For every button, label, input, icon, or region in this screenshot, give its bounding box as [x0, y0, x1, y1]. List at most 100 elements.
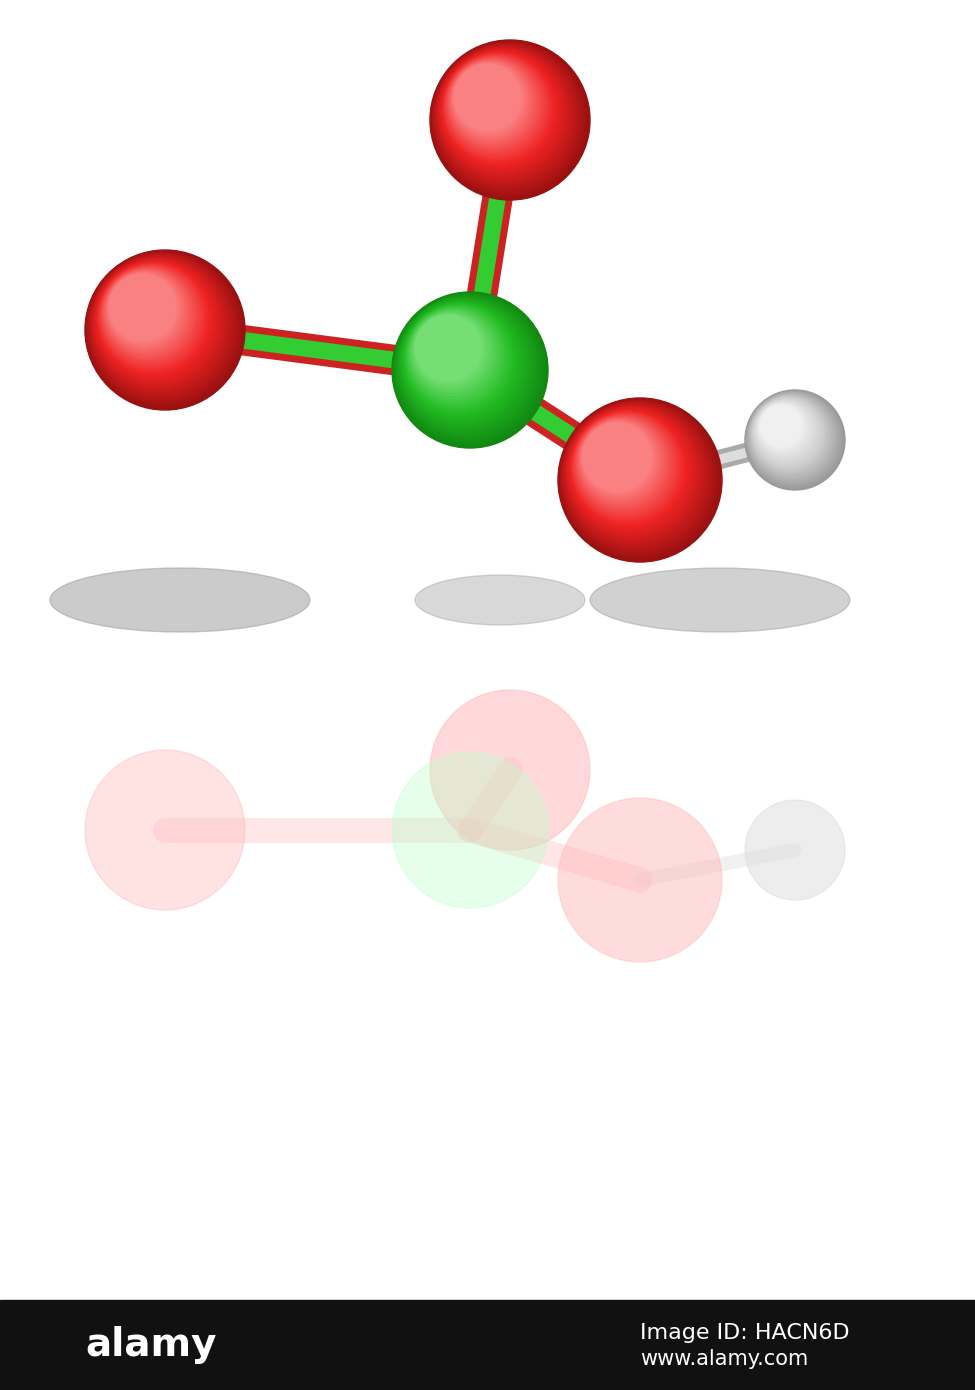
Ellipse shape [453, 63, 525, 135]
Ellipse shape [436, 46, 572, 182]
Ellipse shape [432, 42, 584, 195]
Ellipse shape [756, 402, 813, 459]
Ellipse shape [96, 260, 215, 379]
Ellipse shape [752, 398, 825, 470]
Ellipse shape [590, 569, 850, 632]
Ellipse shape [99, 264, 203, 368]
Ellipse shape [100, 265, 200, 366]
Ellipse shape [748, 392, 838, 482]
Ellipse shape [579, 420, 661, 500]
Ellipse shape [570, 411, 685, 525]
Ellipse shape [577, 417, 667, 507]
Ellipse shape [411, 311, 492, 392]
Ellipse shape [583, 423, 651, 492]
Ellipse shape [759, 403, 805, 450]
Ellipse shape [562, 402, 713, 553]
Ellipse shape [755, 400, 817, 461]
Ellipse shape [85, 250, 245, 410]
Ellipse shape [575, 416, 673, 513]
Ellipse shape [106, 271, 185, 350]
Ellipse shape [444, 54, 551, 161]
Ellipse shape [408, 307, 504, 404]
Ellipse shape [564, 403, 707, 546]
Ellipse shape [573, 413, 679, 518]
Ellipse shape [758, 402, 809, 455]
Ellipse shape [760, 404, 802, 448]
Ellipse shape [93, 257, 224, 389]
Ellipse shape [561, 400, 716, 556]
Ellipse shape [576, 416, 670, 510]
Ellipse shape [109, 274, 176, 341]
Ellipse shape [746, 391, 843, 488]
Ellipse shape [98, 263, 209, 374]
Ellipse shape [442, 51, 557, 167]
Ellipse shape [758, 403, 807, 453]
Ellipse shape [394, 295, 542, 442]
Ellipse shape [449, 60, 533, 143]
Text: alamy: alamy [85, 1326, 216, 1364]
Ellipse shape [415, 575, 585, 626]
Ellipse shape [754, 399, 819, 464]
Ellipse shape [88, 253, 236, 402]
Ellipse shape [438, 47, 569, 179]
Ellipse shape [392, 292, 548, 448]
Ellipse shape [751, 396, 828, 473]
Ellipse shape [756, 400, 815, 460]
Bar [0, 1300, 975, 1390]
Ellipse shape [105, 270, 188, 353]
Ellipse shape [454, 64, 522, 131]
Ellipse shape [86, 252, 242, 407]
Ellipse shape [412, 313, 489, 389]
Ellipse shape [445, 54, 548, 158]
Text: www.alamy.com: www.alamy.com [640, 1350, 808, 1369]
Ellipse shape [91, 256, 230, 395]
Ellipse shape [108, 272, 179, 345]
Ellipse shape [50, 569, 310, 632]
Ellipse shape [393, 293, 545, 445]
Ellipse shape [574, 414, 676, 516]
Ellipse shape [102, 268, 194, 359]
Text: Image ID: HACN6D: Image ID: HACN6D [640, 1323, 849, 1343]
Ellipse shape [92, 256, 227, 392]
Ellipse shape [398, 297, 530, 431]
Ellipse shape [97, 261, 213, 377]
Ellipse shape [745, 391, 845, 491]
Ellipse shape [400, 300, 525, 425]
Ellipse shape [745, 801, 845, 899]
Ellipse shape [559, 399, 719, 559]
Ellipse shape [581, 421, 654, 495]
Ellipse shape [746, 392, 841, 486]
Ellipse shape [572, 411, 682, 523]
Ellipse shape [566, 406, 697, 538]
Ellipse shape [443, 53, 554, 164]
Ellipse shape [433, 43, 581, 190]
Ellipse shape [89, 254, 233, 398]
Ellipse shape [395, 295, 539, 439]
Ellipse shape [440, 50, 564, 174]
Ellipse shape [568, 409, 691, 531]
Ellipse shape [749, 393, 834, 478]
Ellipse shape [409, 309, 501, 402]
Ellipse shape [752, 396, 826, 471]
Ellipse shape [407, 306, 507, 407]
Ellipse shape [439, 49, 566, 177]
Ellipse shape [402, 302, 519, 418]
Ellipse shape [431, 42, 587, 197]
Ellipse shape [760, 404, 803, 449]
Ellipse shape [414, 314, 484, 384]
Ellipse shape [410, 310, 495, 396]
Ellipse shape [397, 297, 533, 434]
Ellipse shape [430, 689, 590, 851]
Ellipse shape [747, 392, 839, 484]
Ellipse shape [430, 40, 590, 200]
Ellipse shape [750, 395, 832, 477]
Ellipse shape [558, 398, 722, 562]
Ellipse shape [450, 61, 530, 140]
Ellipse shape [101, 267, 197, 363]
Ellipse shape [563, 402, 710, 549]
Ellipse shape [410, 310, 498, 399]
Ellipse shape [566, 406, 700, 541]
Ellipse shape [558, 798, 722, 962]
Ellipse shape [448, 58, 539, 149]
Ellipse shape [392, 752, 548, 908]
